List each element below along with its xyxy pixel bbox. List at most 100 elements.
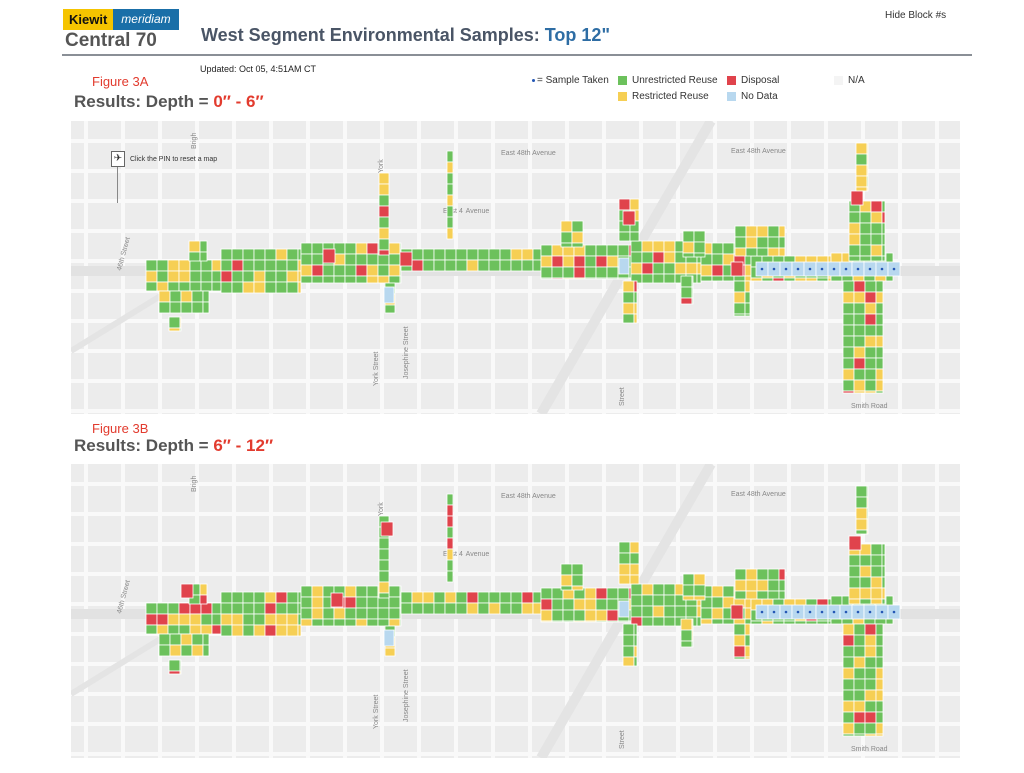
sample-block[interactable] <box>286 602 299 615</box>
sample-block[interactable] <box>629 574 640 585</box>
sample-block[interactable] <box>355 253 368 266</box>
sample-block[interactable] <box>191 301 204 314</box>
sample-block[interactable] <box>253 602 266 615</box>
sample-block[interactable] <box>388 264 401 277</box>
sample-block[interactable] <box>220 281 233 294</box>
sample-block[interactable] <box>722 618 735 625</box>
sample-block[interactable] <box>595 587 608 600</box>
sample-block[interactable] <box>202 301 210 314</box>
sample-block[interactable] <box>231 591 244 604</box>
sample-block[interactable] <box>378 570 390 583</box>
sample-block[interactable] <box>853 722 866 735</box>
sample-block[interactable] <box>744 291 751 304</box>
sample-block[interactable] <box>433 248 446 261</box>
sample-block[interactable] <box>333 275 346 284</box>
sample-block[interactable] <box>199 594 208 605</box>
sample-block[interactable] <box>378 172 390 185</box>
sample-block[interactable] <box>377 596 390 609</box>
sample-block[interactable] <box>685 262 698 275</box>
sample-block[interactable] <box>178 259 191 272</box>
sample-block[interactable] <box>881 598 886 605</box>
sample-block[interactable] <box>881 587 886 600</box>
sample-block[interactable] <box>756 236 769 249</box>
sample-block[interactable] <box>761 620 774 625</box>
sample-block[interactable] <box>411 259 424 272</box>
sample-block[interactable] <box>584 598 597 611</box>
sample-block[interactable] <box>180 290 193 303</box>
sample-block[interactable] <box>355 618 368 627</box>
sample-block[interactable] <box>864 390 877 394</box>
sample-block[interactable] <box>571 231 584 244</box>
sample-block[interactable] <box>618 563 631 576</box>
sample-block[interactable] <box>652 594 665 607</box>
sample-block[interactable] <box>300 585 313 598</box>
sample-block[interactable] <box>444 248 457 261</box>
sample-block[interactable] <box>145 602 158 615</box>
sample-block[interactable] <box>744 656 751 660</box>
sample-block[interactable] <box>199 583 208 596</box>
sample-block[interactable] <box>422 248 435 261</box>
sample-block[interactable] <box>744 618 752 625</box>
sample-block[interactable] <box>794 620 807 625</box>
sample-block[interactable] <box>875 634 884 647</box>
sample-block[interactable] <box>344 618 357 627</box>
sample-block[interactable] <box>595 598 608 611</box>
sample-block[interactable] <box>571 242 584 248</box>
sample-block[interactable] <box>191 633 204 646</box>
sample-block[interactable] <box>286 613 299 626</box>
sample-block[interactable] <box>859 244 872 257</box>
sample-block[interactable] <box>633 313 638 324</box>
sample-block[interactable] <box>767 247 780 257</box>
sample-block[interactable] <box>855 153 868 166</box>
sample-block[interactable] <box>842 313 855 326</box>
sample-block[interactable] <box>189 270 202 283</box>
sample-block[interactable] <box>866 529 869 535</box>
sample-block[interactable] <box>696 262 702 275</box>
sample-block[interactable] <box>875 711 884 724</box>
sample-block[interactable] <box>745 568 758 581</box>
sample-block[interactable] <box>488 591 501 604</box>
sample-block[interactable] <box>322 248 336 264</box>
sample-block[interactable] <box>521 248 534 261</box>
sample-block[interactable] <box>199 240 208 253</box>
sample-block[interactable] <box>767 579 780 592</box>
sample-block[interactable] <box>630 251 643 264</box>
sample-block[interactable] <box>870 587 883 600</box>
sample-block[interactable] <box>211 624 222 635</box>
sample-block[interactable] <box>253 591 266 604</box>
sample-block[interactable] <box>864 291 877 304</box>
sample-block[interactable] <box>711 242 724 255</box>
sample-block[interactable] <box>322 275 335 284</box>
sample-block[interactable] <box>842 634 855 647</box>
sample-block[interactable] <box>562 277 575 280</box>
sample-block[interactable] <box>355 242 368 255</box>
sample-block[interactable] <box>859 554 872 567</box>
sample-block[interactable] <box>444 602 457 615</box>
sample-block[interactable] <box>584 244 597 257</box>
sample-block[interactable] <box>848 222 861 235</box>
sample-block[interactable] <box>180 633 193 646</box>
sample-block[interactable] <box>275 624 288 637</box>
sample-block[interactable] <box>388 596 401 609</box>
sample-block[interactable] <box>853 700 866 713</box>
sample-block[interactable] <box>573 277 586 280</box>
sample-block[interactable] <box>202 290 210 303</box>
sample-block[interactable] <box>864 700 877 713</box>
sample-block[interactable] <box>767 236 780 249</box>
sample-block[interactable] <box>617 277 630 280</box>
sample-block[interactable] <box>231 248 244 261</box>
sample-block[interactable] <box>189 602 202 615</box>
sample-block[interactable] <box>855 186 868 192</box>
sample-block[interactable] <box>606 266 619 279</box>
sample-block[interactable] <box>772 277 785 282</box>
sample-block[interactable] <box>191 290 204 303</box>
sample-block[interactable] <box>446 537 454 550</box>
sample-block[interactable] <box>388 242 401 255</box>
sample-block[interactable] <box>253 270 266 283</box>
sample-block[interactable] <box>595 255 608 268</box>
sample-block[interactable] <box>297 259 302 272</box>
sample-block[interactable] <box>633 280 638 293</box>
sample-block[interactable] <box>366 264 379 277</box>
sample-block[interactable] <box>794 277 807 282</box>
sample-block[interactable] <box>663 240 676 253</box>
